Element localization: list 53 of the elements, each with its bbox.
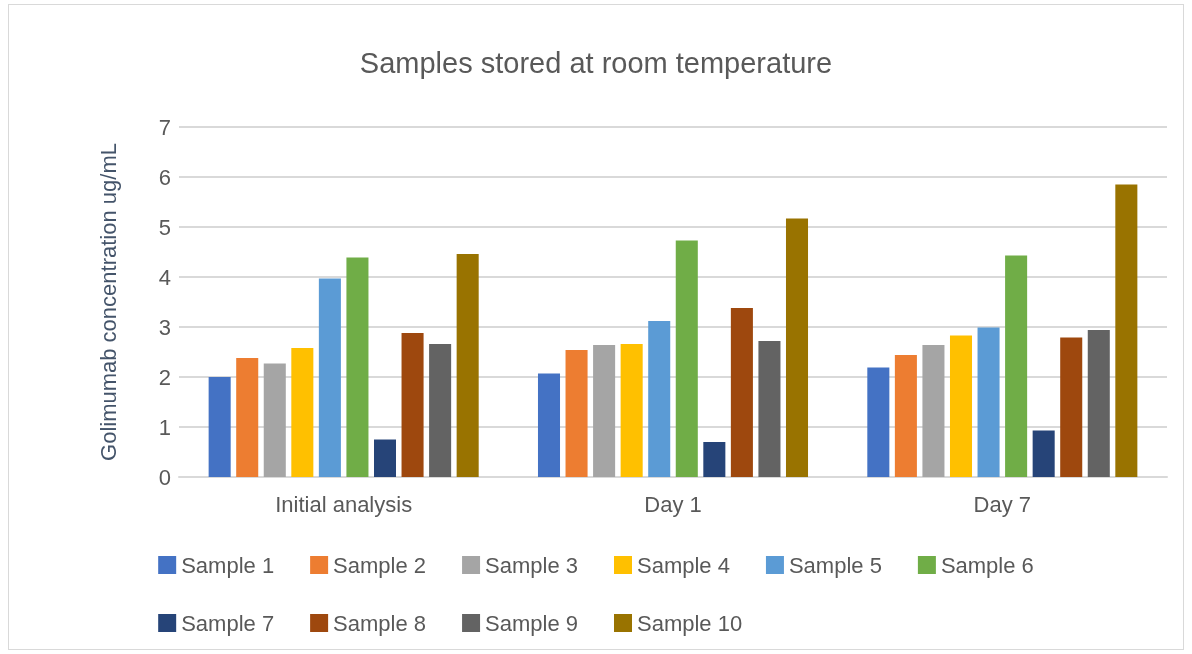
bar bbox=[537, 373, 561, 477]
bar bbox=[977, 327, 1000, 477]
bar bbox=[373, 439, 397, 477]
y-tick-label: 5 bbox=[158, 214, 171, 240]
legend-label: Sample 7 bbox=[181, 610, 275, 636]
y-tick-label: 3 bbox=[158, 314, 171, 340]
bar bbox=[1115, 184, 1138, 477]
legend-label: Sample 9 bbox=[485, 610, 579, 636]
bar bbox=[346, 257, 369, 477]
bar bbox=[758, 341, 781, 477]
bar bbox=[401, 333, 424, 477]
bar bbox=[429, 344, 452, 477]
bar bbox=[236, 358, 259, 477]
bar bbox=[1032, 430, 1055, 477]
legend-label: Sample 3 bbox=[485, 552, 579, 578]
legend-label: Sample 10 bbox=[637, 610, 743, 636]
y-tick-label: 1 bbox=[158, 414, 171, 440]
bar bbox=[263, 363, 286, 477]
bar bbox=[894, 355, 917, 477]
y-tick-label: 2 bbox=[158, 364, 171, 390]
bar bbox=[922, 345, 945, 477]
bar bbox=[593, 345, 616, 477]
legend-label: Sample 5 bbox=[788, 552, 882, 578]
x-tick-label: Day 1 bbox=[644, 491, 702, 517]
legend-label: Sample 1 bbox=[181, 552, 275, 578]
x-tick-label: Day 7 bbox=[973, 491, 1032, 517]
bar bbox=[208, 377, 231, 477]
legend-label: Sample 2 bbox=[333, 552, 427, 578]
x-tick-label: Initial analysis bbox=[275, 491, 413, 517]
bar bbox=[1060, 337, 1083, 477]
bar bbox=[620, 344, 643, 477]
bar bbox=[703, 442, 726, 477]
bar bbox=[456, 254, 479, 477]
bar bbox=[675, 240, 698, 477]
legend-label: Sample 6 bbox=[940, 552, 1034, 578]
y-tick-label: 4 bbox=[158, 264, 171, 290]
legend-label: Sample 4 bbox=[637, 552, 730, 578]
bar bbox=[730, 308, 753, 477]
bar bbox=[1005, 255, 1028, 477]
bar bbox=[867, 367, 890, 477]
bar bbox=[1087, 330, 1110, 477]
bar bbox=[949, 335, 973, 477]
chart-title: Samples stored at room temperature bbox=[359, 46, 833, 79]
y-tick-label: 6 bbox=[158, 164, 171, 190]
bar bbox=[565, 350, 588, 477]
bar bbox=[291, 348, 314, 477]
y-tick-label: 0 bbox=[158, 464, 171, 490]
bar bbox=[785, 218, 809, 477]
y-tick-label: 7 bbox=[158, 114, 171, 140]
bar bbox=[318, 278, 341, 477]
y-axis-title: Golimumab concentration ug/mL bbox=[95, 143, 121, 461]
legend-label: Sample 8 bbox=[333, 610, 427, 636]
bar bbox=[648, 321, 671, 477]
